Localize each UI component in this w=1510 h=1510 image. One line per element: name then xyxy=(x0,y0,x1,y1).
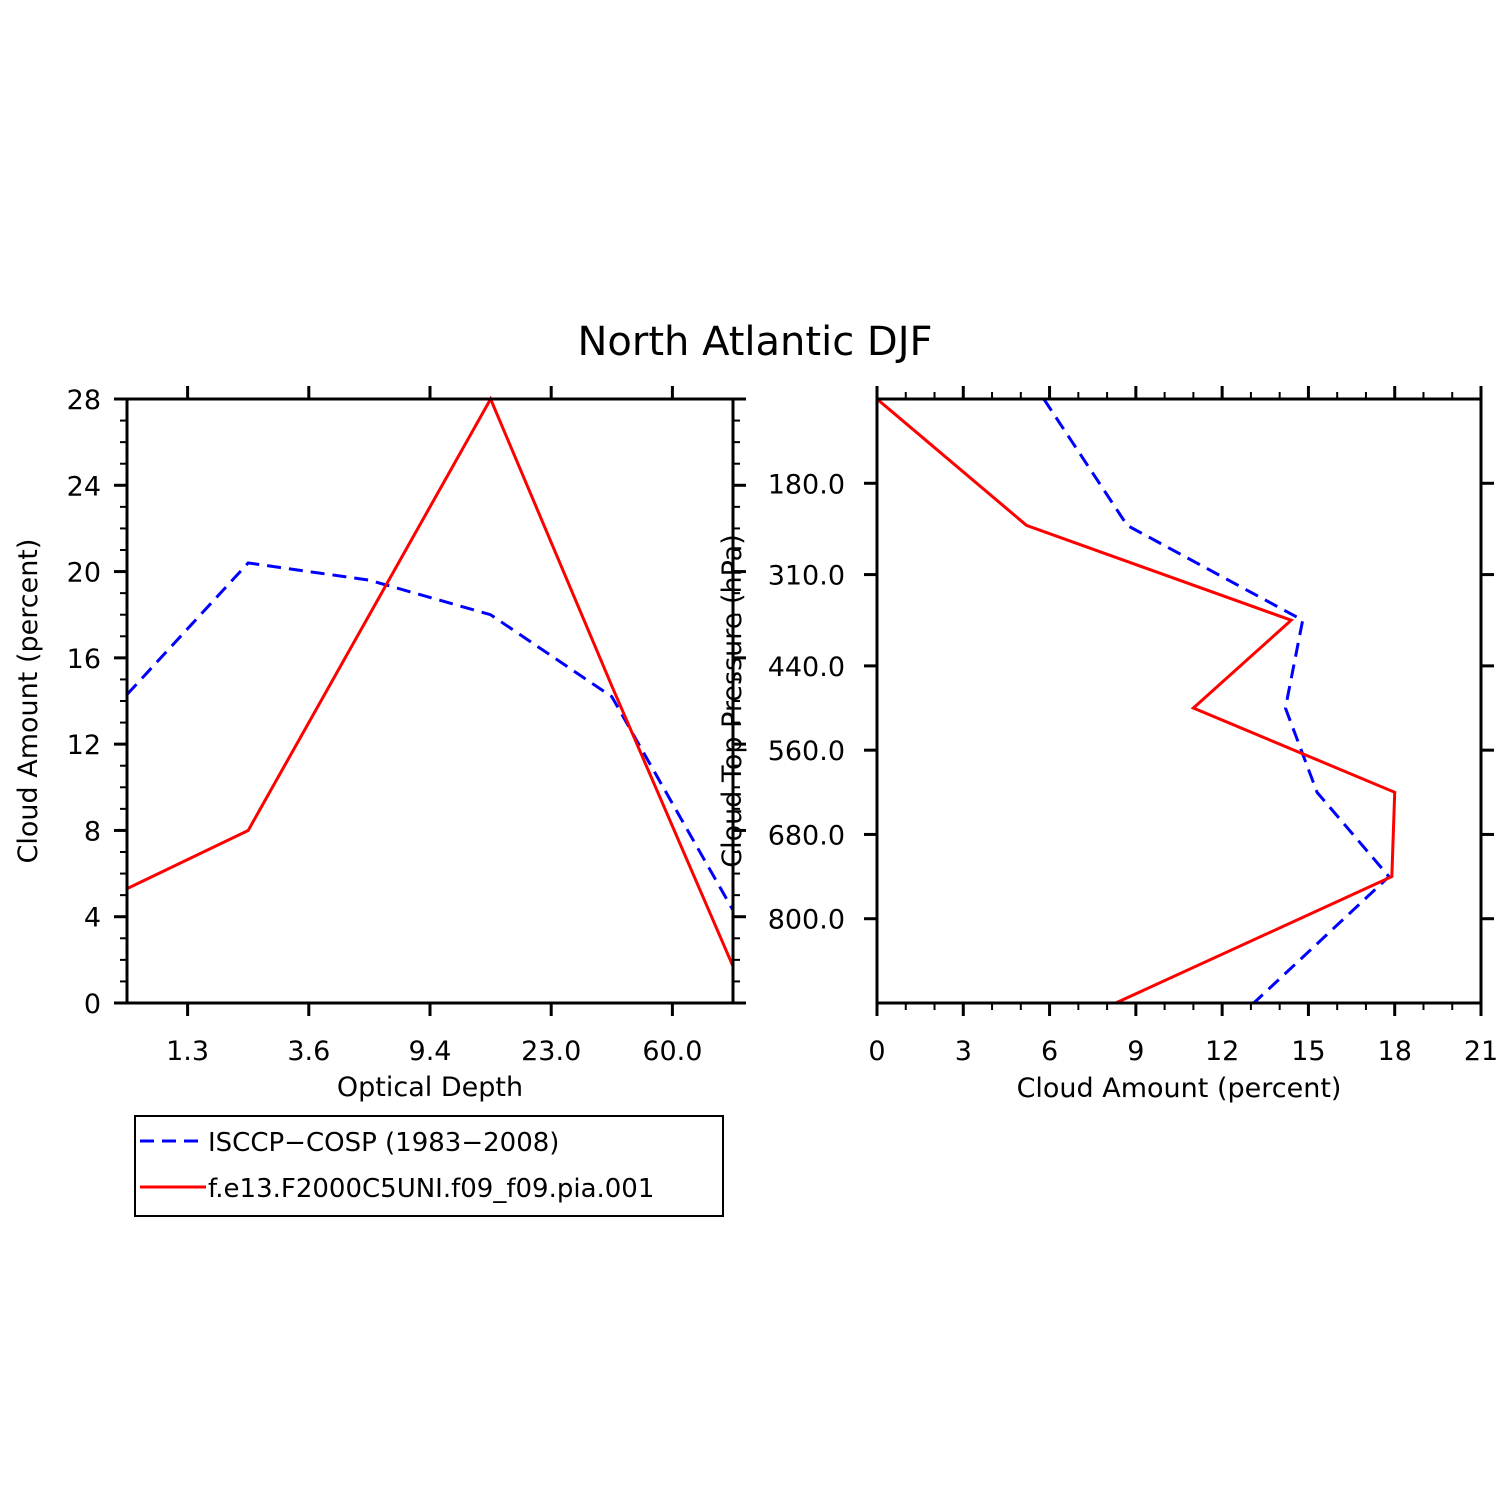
right-y-tick-label: 440.0 xyxy=(768,652,845,683)
left-x-tick-label: 1.3 xyxy=(166,1036,209,1067)
right-minor-ticks xyxy=(904,392,1454,1010)
left-x-tick-label: 23.0 xyxy=(521,1036,581,1067)
right-x-tick-label: 18 xyxy=(1378,1036,1412,1067)
right-y-tick-label: 680.0 xyxy=(768,820,845,851)
right-x-tick-labels: 0 3 6 9 12 15 18 21 xyxy=(868,1036,1498,1067)
left-series-lines xyxy=(125,395,735,967)
right-x-tick-label: 9 xyxy=(1127,1036,1144,1067)
right-series-lines xyxy=(876,397,1397,1005)
legend-box xyxy=(134,1115,724,1217)
right-x-tick-label: 3 xyxy=(955,1036,972,1067)
right-x-tick-label: 6 xyxy=(1041,1036,1058,1067)
right-y-tick-label: 180.0 xyxy=(768,469,845,500)
left-y-tick-label: 8 xyxy=(84,816,101,847)
left-y-axis-label: Cloud Amount (percent) xyxy=(13,539,44,864)
left-y-tick-label: 16 xyxy=(67,644,101,675)
left-x-tick-label: 60.0 xyxy=(642,1036,702,1067)
right-x-tick-label: 15 xyxy=(1291,1036,1325,1067)
right-y-tick-labels: 180.0 310.0 440.0 560.0 680.0 800.0 xyxy=(768,469,845,935)
left-x-tick-label: 9.4 xyxy=(409,1036,452,1067)
left-y-tick-labels: 0 4 8 12 16 20 24 28 xyxy=(67,385,101,1020)
left-x-tick-labels: 1.3 3.6 9.4 23.0 60.0 xyxy=(166,1036,702,1067)
right-x-tick-label: 21 xyxy=(1464,1036,1498,1067)
right-y-axis-label: Cloud Top Pressure (hPa) xyxy=(717,534,748,868)
right-series-obs-line xyxy=(1042,398,1392,1005)
left-x-tick-label: 3.6 xyxy=(287,1036,330,1067)
right-x-axis-label: Cloud Amount (percent) xyxy=(1017,1073,1342,1104)
left-plot-frame xyxy=(125,397,735,1005)
left-y-tick-label: 4 xyxy=(84,903,101,934)
left-major-ticks xyxy=(114,386,746,1016)
right-y-tick-label: 800.0 xyxy=(768,905,845,936)
legend-label-model: f.e13.F2000C5UNI.f09_f09.pia.001 xyxy=(208,1174,654,1204)
left-y-tick-label: 0 xyxy=(84,989,101,1020)
right-major-ticks xyxy=(864,386,1494,1016)
pressure-panel: 0 3 6 9 12 15 18 21 180.0 310.0 440.0 560.0 680.0 80… xyxy=(717,386,1498,1104)
left-x-axis-label: Optical Depth xyxy=(337,1072,523,1103)
right-y-tick-label: 560.0 xyxy=(768,736,845,767)
left-y-tick-label: 20 xyxy=(67,558,101,589)
right-series-model-line xyxy=(876,397,1397,1005)
left-y-tick-label: 12 xyxy=(67,730,101,761)
left-y-tick-label: 28 xyxy=(67,385,101,416)
left-y-tick-label: 24 xyxy=(67,471,101,502)
right-x-tick-label: 12 xyxy=(1205,1036,1239,1067)
optical-depth-panel: 1.3 3.6 9.4 23.0 60.0 0 4 8 12 16 20 24 28 Optical … xyxy=(13,385,746,1103)
right-x-tick-label: 0 xyxy=(868,1036,885,1067)
right-plot-frame xyxy=(875,397,1483,1005)
right-y-tick-label: 310.0 xyxy=(768,561,845,592)
left-series-obs-line xyxy=(125,561,735,911)
figure-title: North Atlantic DJF xyxy=(577,319,932,365)
left-series-model-line xyxy=(126,395,735,967)
legend: ISCCP−COSP (1983−2008) f.e13.F2000C5UNI.… xyxy=(134,1115,724,1217)
legend-label-obs: ISCCP−COSP (1983−2008) xyxy=(208,1128,559,1158)
